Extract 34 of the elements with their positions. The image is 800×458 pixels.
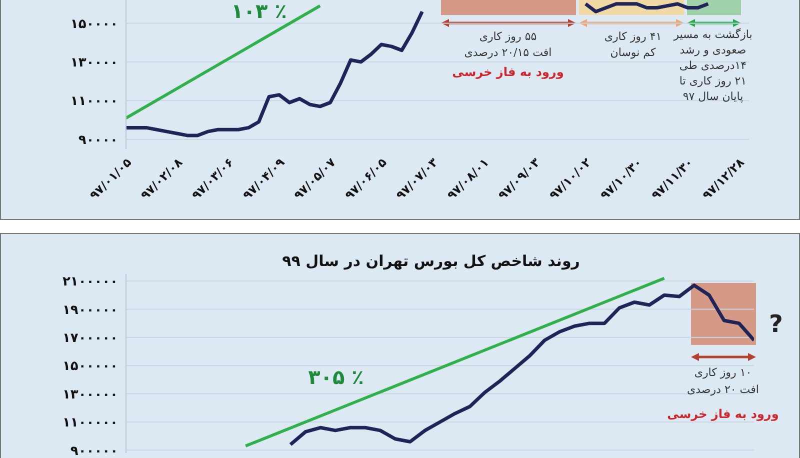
y-tick-label: ۱۳۰۰۰۰ — [70, 56, 118, 71]
y-tick-label: ۱۷۰۰۰۰۰ — [62, 331, 118, 346]
annotation: ۴۱ روز کاری کم نوسان — [604, 30, 662, 59]
annotation: ٪ ۳۰۵ — [308, 365, 364, 389]
y-tick-label: ۹۰۰۰۰ — [78, 132, 118, 148]
y-tick-label: ۱۵۰۰۰۰ — [70, 16, 118, 32]
y-tick-label: ۲۱۰۰۰۰۰ — [62, 274, 118, 290]
x-tick-label: ۹۷/۰۴/۰۹ — [240, 154, 288, 202]
x-tick-label: ۹۷/۱۰/۳۰ — [598, 155, 645, 202]
x-tick-label: ۹۷/۰۲/۰۸ — [138, 154, 186, 202]
annotation: ورود به فاز خرسی — [667, 407, 779, 421]
y-tick-label: ۱۱۰۰۰۰ — [70, 94, 118, 110]
chart-title: روند شاخص کل بورس تهران در سال ۹۹ — [282, 252, 580, 270]
annotation: ٪ ۱۰۳ — [231, 0, 287, 23]
x-tick-label: ۹۷/۰۵/۰۷ — [291, 154, 339, 202]
annotation: بازگشت به مسیر صعودی و رشد ۱۴درصدی طی ۲۱ روز کاری تا پایان سال ۹۷ — [672, 28, 752, 103]
text: ? — [769, 310, 783, 338]
annotation: ۵۵ روز کاری افت ۲۰/۱۵ درصدی — [464, 30, 552, 59]
x-tick-label: ۹۷/۰۷/۰۳ — [393, 154, 442, 202]
x-tick-label: ۹۷/۱۰/۰۲ — [546, 154, 594, 202]
x-tick-label: ۹۷/۰۶/۰۵ — [342, 155, 390, 202]
annotation: ۱۰ روز کاری افت ۲۰ درصدی — [687, 366, 759, 396]
y-tick-label: ۱۳۰۰۰۰۰ — [62, 387, 118, 402]
y-tick-label: ۹۰۰۰۰۰ — [70, 444, 118, 458]
x-tick-label: ۹۷/۰۱/۰۵ — [86, 155, 134, 202]
x-tick-label: ۹۷/۱۱/۳۰ — [648, 155, 696, 202]
annotation: ورود به فاز خرسی — [452, 65, 564, 79]
y-tick-label: ۱۹۰۰۰۰۰ — [62, 302, 118, 318]
x-tick-label: ۹۷/۰۳/۰۶ — [189, 155, 236, 202]
y-tick-label: ۱۵۰۰۰۰۰ — [62, 359, 118, 374]
x-tick-label: ۹۷/۰۹/۰۳ — [495, 154, 544, 202]
x-tick-label: ۹۷/۱۲/۲۸ — [700, 154, 748, 202]
x-tick-label: ۹۷/۰۸/۰۱ — [444, 155, 492, 202]
y-tick-label: ۱۱۰۰۰۰۰ — [62, 416, 118, 431]
